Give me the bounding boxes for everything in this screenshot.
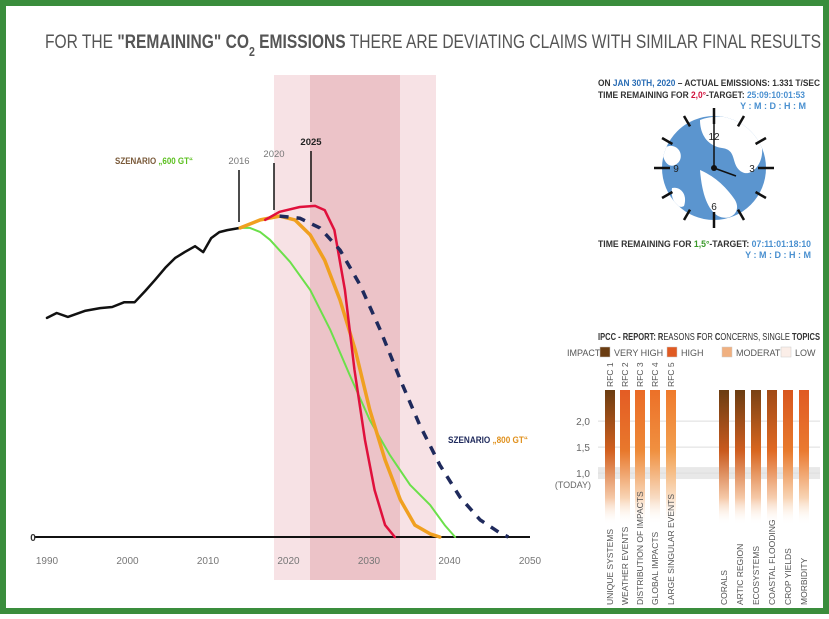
x-tick-label: 2030 (358, 556, 381, 567)
category-label: LARGE SINGULAR EVENTS (666, 494, 676, 605)
target-line-part: 25:09:10:01:53 (747, 90, 805, 101)
highlight-band-core (310, 75, 400, 580)
scenario-label: SZENARIO „600 GT“ (115, 156, 193, 167)
time-units: Y : M : D : H : M (740, 101, 806, 111)
y-tick-label: 0 (30, 533, 36, 544)
category-label: COASTAL FLOODING (767, 520, 777, 606)
bar (799, 390, 809, 525)
bar (620, 390, 630, 525)
target-line-part: -TARGET: (709, 239, 751, 250)
clock-number: 6 (711, 202, 717, 213)
x-tick-label: 2010 (197, 556, 220, 567)
year-marker-label: 2020 (263, 149, 284, 160)
page-title-part: "REMAINING" CO (117, 32, 249, 53)
page-title-part: FOR THE (45, 32, 117, 53)
emissions-line-part: ON (598, 78, 613, 89)
x-tick-label: 2050 (519, 556, 542, 567)
legend-swatch (667, 347, 677, 357)
year-marker-label: 2016 (228, 156, 249, 167)
category-label: GLOBAL IMPACTS (650, 531, 660, 605)
category-label: CROP YIELDS (783, 548, 793, 605)
emissions-line: ON JAN 30TH, 2020 – ACTUAL EMISSIONS: 1.… (598, 78, 820, 89)
rfc-label: RFC 1 (605, 362, 615, 387)
legend-swatch (600, 347, 610, 357)
clock-number: 9 (673, 164, 679, 175)
x-tick-label: 2000 (116, 556, 139, 567)
ipcc-title-part: EASONS (663, 332, 697, 343)
y-tick-label: 1,0 (576, 469, 590, 480)
emissions-line-part: JAN 30TH, 2020 (613, 78, 676, 89)
legend-title: IMPACT (567, 348, 601, 358)
target-line: TIME REMAINING FOR 1,5°-TARGET: 07:11:01… (598, 239, 811, 250)
scenario-label-part: „600 GT“ (158, 156, 193, 167)
legend-label: MODERATE (736, 348, 786, 358)
rfc-label: RFC 4 (650, 362, 660, 387)
page-title-part: EMISSIONS (255, 32, 346, 53)
bar (605, 390, 615, 525)
ipcc-title-part: OR (702, 332, 715, 343)
ipcc-title: IPCC - REPORT: REASONS FOR CONCERNS, SIN… (598, 332, 820, 343)
rfc-label: RFC 3 (635, 362, 645, 387)
category-label: WEATHER EVENTS (620, 526, 630, 605)
page-title-part: THERE ARE DEVIATING CLAIMS WITH SIMILAR … (346, 32, 821, 53)
scenario-label-part: „800 GT“ (493, 435, 529, 446)
target-line-part: 2,0° (691, 90, 706, 101)
target-line-part: TIME REMAINING FOR (598, 90, 691, 101)
y-tick-label: 2,0 (576, 417, 590, 428)
page: {"header":{"title":[{"text":"FOR THE "},… (0, 0, 829, 614)
category-label: MORBIDITY (799, 557, 809, 605)
legend-label: VERY HIGH (614, 348, 663, 358)
legend-label: LOW (795, 348, 816, 358)
y-tick-label: 1,5 (576, 443, 590, 454)
clock-number: 3 (749, 164, 755, 175)
bar (751, 390, 761, 525)
emissions-line-part: – ACTUAL EMISSIONS: 1.331 T/SEC (675, 78, 820, 89)
legend-label: HIGH (681, 348, 704, 358)
target-line-part: 07:11:01:18:10 (752, 239, 811, 250)
infographic: FOR THE "REMAINING" CO2 EMISSIONS THERE … (0, 0, 829, 614)
bar (783, 390, 793, 525)
scenario-label: SZENARIO „800 GT“ (448, 435, 528, 446)
clock-center (711, 165, 717, 171)
bar (767, 390, 777, 525)
x-tick-label: 2020 (277, 556, 300, 567)
target-line-part: -TARGET: (706, 90, 747, 101)
x-tick-label: 1990 (36, 556, 59, 567)
category-label: CORALS (719, 570, 729, 605)
time-units: Y : M : D : H : M (745, 250, 811, 260)
target-line-part: 1,5° (694, 239, 710, 250)
target-line-part: TIME REMAINING FOR (598, 239, 694, 250)
bar (650, 390, 660, 525)
today-label: (TODAY) (555, 480, 591, 490)
ipcc-title-part: IPCC - REPORT: R (598, 332, 664, 343)
category-label: UNIQUE SYSTEMS (605, 529, 615, 605)
year-marker-label: 2025 (300, 137, 322, 148)
target-line: TIME REMAINING FOR 2,0°-TARGET: 25:09:10… (598, 90, 805, 101)
legend-swatch (781, 347, 791, 357)
category-label: ARTIC REGION (735, 544, 745, 605)
bar (719, 390, 729, 525)
bar (735, 390, 745, 525)
scenario-label-part: SZENARIO (448, 435, 493, 446)
rfc-label: RFC 2 (620, 362, 630, 387)
legend-swatch (722, 347, 732, 357)
rfc-label: RFC 5 (666, 362, 676, 387)
x-tick-label: 2040 (438, 556, 461, 567)
clock-number: 12 (708, 132, 720, 143)
ipcc-title-part: ONCERNS, SINGLE (720, 332, 792, 343)
category-label: ECOSYSTEMS (751, 546, 761, 605)
category-label: DISTRIBUTION OF IMPACTS (635, 491, 645, 605)
scenario-label-part: SZENARIO (115, 156, 158, 167)
ipcc-title-part: TOPICS (792, 332, 820, 343)
